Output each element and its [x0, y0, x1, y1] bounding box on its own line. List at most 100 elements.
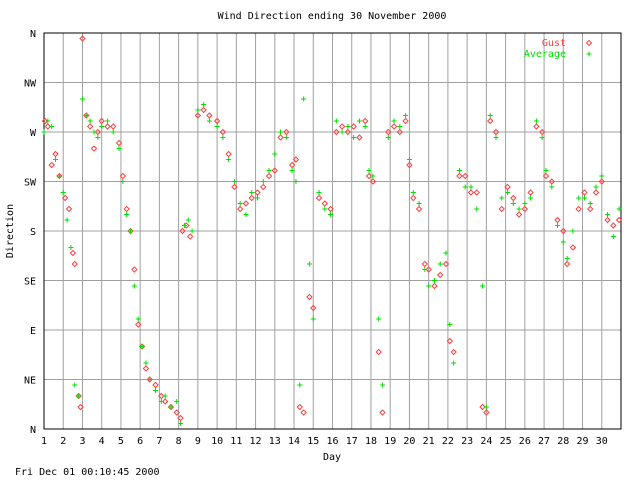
gust-point	[365, 172, 373, 180]
x-axis-label: Day	[323, 452, 341, 463]
gust-point	[98, 117, 105, 125]
average-point	[289, 168, 295, 173]
average-point	[356, 118, 362, 124]
x-tick-label: 11	[230, 436, 242, 447]
gust-point	[186, 233, 194, 240]
gust-point	[431, 282, 438, 290]
average-point	[53, 157, 59, 162]
average-point	[576, 195, 582, 201]
average-point	[153, 388, 159, 393]
x-tick-label: 27	[538, 436, 550, 447]
average-point	[322, 206, 328, 212]
gust-point	[69, 249, 77, 257]
legend-gust-marker-shape	[585, 39, 593, 47]
average-point	[162, 393, 168, 399]
average-point	[110, 129, 116, 135]
gust-point	[41, 117, 49, 125]
gust-point	[548, 178, 555, 185]
average-point	[380, 382, 386, 388]
gust-point	[115, 139, 123, 147]
average-point	[45, 118, 51, 124]
gust-point	[581, 189, 588, 196]
average-point	[533, 118, 539, 124]
y-axis-label: Direction	[5, 204, 16, 258]
average-point	[370, 173, 376, 179]
x-tick-label: 6	[137, 436, 143, 447]
x-tick-label: 14	[288, 436, 300, 447]
average-point	[143, 360, 149, 366]
gust-point	[135, 321, 142, 328]
gust-point	[86, 123, 94, 130]
x-tick-label: 26	[519, 436, 531, 447]
average-point	[185, 217, 191, 223]
average-point	[178, 421, 184, 426]
x-tick-label: 3	[79, 436, 85, 447]
gust-point	[498, 205, 505, 213]
gust-point	[356, 134, 363, 141]
average-point	[549, 184, 555, 190]
gust-point	[315, 194, 323, 202]
x-tick-label: 19	[384, 436, 396, 447]
gust-point	[542, 172, 550, 180]
average-point	[474, 206, 480, 212]
average-point	[243, 212, 249, 217]
average-point	[249, 190, 255, 195]
gust-point	[483, 409, 490, 416]
gust-point	[456, 172, 463, 180]
gust-point	[306, 293, 313, 301]
gust-point	[592, 189, 600, 196]
x-tick-label: 28	[557, 436, 569, 447]
average-point	[60, 190, 66, 195]
x-tick-label: 20	[403, 436, 415, 447]
gust-point	[65, 205, 73, 213]
gust-point	[344, 128, 352, 136]
average-point	[345, 124, 351, 129]
average-point	[260, 179, 266, 184]
x-tick-label: 5	[118, 436, 124, 447]
average-point	[139, 344, 145, 349]
plot-area-frame	[43, 32, 622, 430]
average-point	[168, 404, 174, 410]
gust-point	[604, 216, 611, 224]
gust-point	[79, 35, 86, 42]
gust-point	[242, 200, 250, 207]
gust-point	[296, 403, 304, 411]
gust-point	[402, 117, 409, 125]
x-tick-label: 23	[461, 436, 473, 447]
average-point	[231, 179, 237, 184]
x-tick-label: 22	[442, 436, 454, 447]
x-axis-tick-labels: 1 2 3 4 5 6 7 8 9 10 11 12 13 14 15 16 17 18 19 20 21 22 23 24 2…	[41, 436, 608, 447]
gust-point	[310, 304, 317, 312]
average-point	[293, 179, 299, 184]
gust-point	[350, 123, 357, 130]
gust-point	[487, 117, 494, 125]
gust-point	[158, 392, 165, 400]
x-tick-label: 18	[365, 436, 377, 447]
gust-point	[236, 205, 244, 213]
gust-point	[467, 189, 475, 196]
average-point	[283, 135, 289, 140]
gust-point	[277, 134, 284, 141]
y-tick-label: S	[30, 227, 36, 238]
gust-point	[173, 409, 180, 416]
y-tick-label: NW	[24, 79, 37, 90]
average-point	[306, 261, 312, 267]
y-tick-label: E	[30, 326, 36, 337]
average-point	[397, 124, 403, 129]
legend-average-label: Average	[524, 49, 566, 60]
gust-point	[533, 123, 540, 130]
average-point	[385, 135, 391, 140]
gust-point	[563, 260, 571, 268]
average-point	[87, 118, 93, 124]
average-point	[560, 239, 566, 245]
average-point	[480, 283, 486, 289]
gust-point	[610, 222, 617, 229]
gust-point	[77, 403, 84, 411]
x-tick-label: 13	[269, 436, 281, 447]
gust-point	[479, 403, 486, 411]
gust-point	[425, 266, 432, 273]
gust-point	[265, 172, 273, 180]
average-point	[406, 157, 412, 162]
